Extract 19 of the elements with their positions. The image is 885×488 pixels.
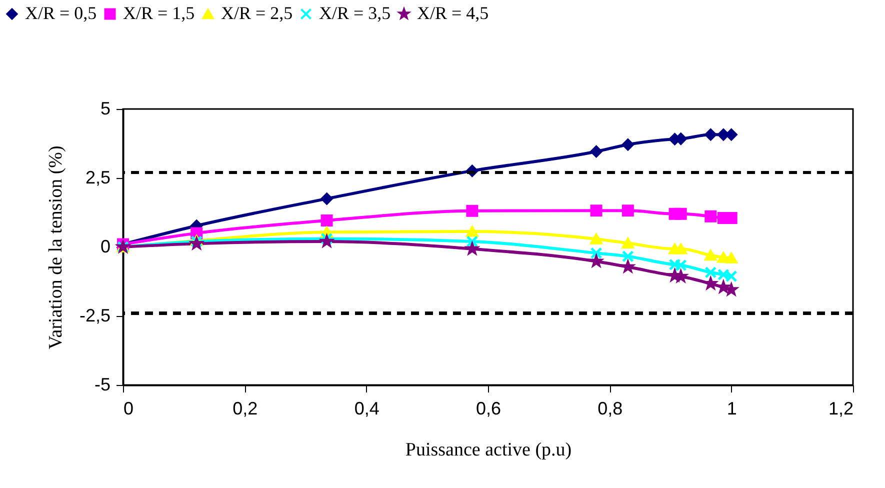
- x-tick-label: 1: [726, 398, 737, 418]
- legend-label: X/R = 3,5: [319, 3, 391, 23]
- y-axis-title: Variation de la tension (%): [45, 146, 66, 350]
- x-tick-label: 0,8: [598, 398, 623, 418]
- x-tick-label: 0,6: [476, 398, 502, 418]
- y-tick-label: -2,5: [79, 306, 110, 326]
- x-tick-label: 0,4: [354, 398, 380, 418]
- legend-label: X/R = 4,5: [417, 3, 489, 23]
- x-tick-label: 1,2: [828, 398, 854, 418]
- x-tick-label: 0,2: [232, 398, 258, 418]
- x-tick-label: 0: [124, 398, 134, 418]
- legend-label: X/R = 1,5: [123, 3, 195, 23]
- x-axis-title: Puissance active (p.u): [405, 440, 572, 460]
- y-tick-label: 2,5: [85, 168, 110, 188]
- y-tick-label: -5: [94, 374, 110, 394]
- y-tick-label: 0: [100, 236, 110, 256]
- legend-label: X/R = 2,5: [221, 3, 293, 23]
- legend-label: X/R = 0,5: [25, 3, 97, 23]
- y-tick-label: 5: [100, 98, 110, 118]
